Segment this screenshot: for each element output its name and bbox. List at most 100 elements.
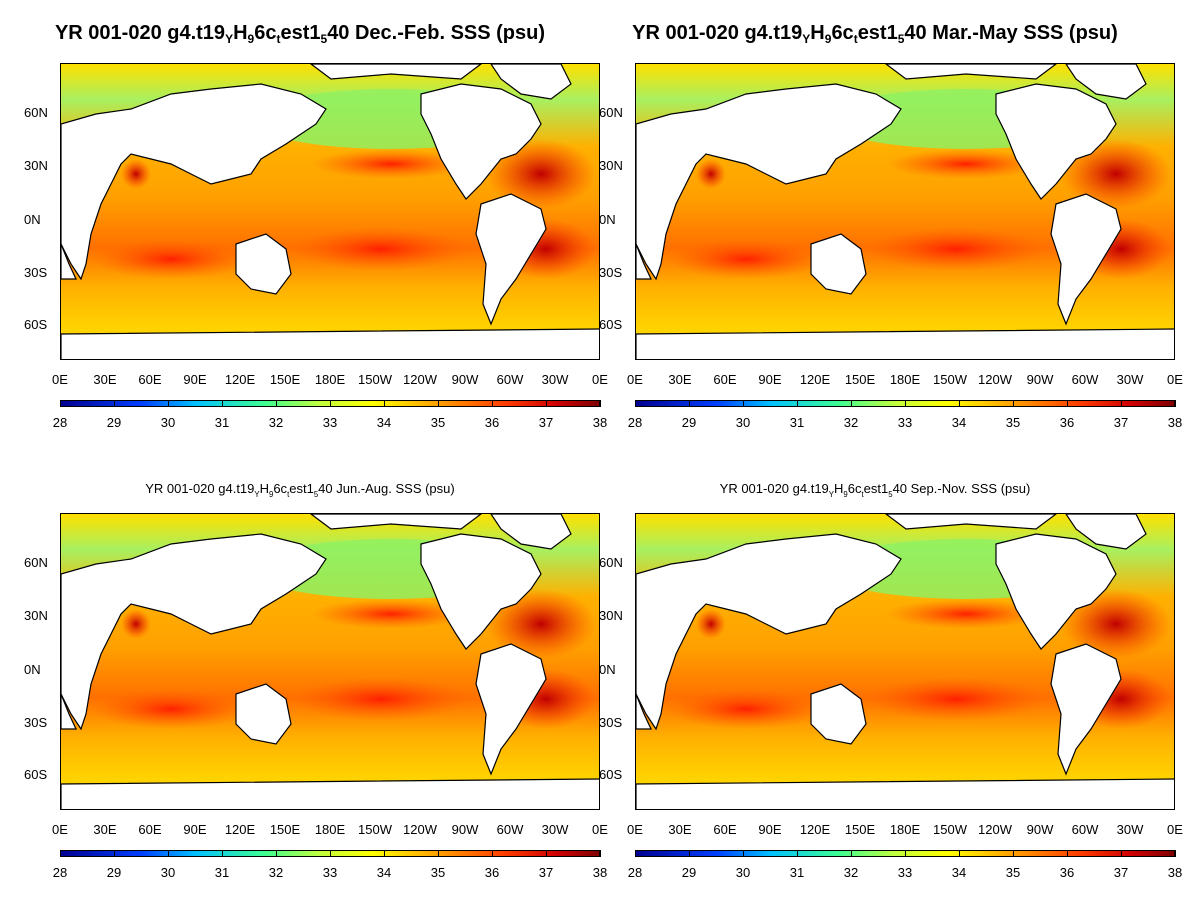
lat-label: 60S (24, 317, 48, 332)
colorbar-tick (600, 850, 601, 857)
salinity-maximum (121, 609, 151, 639)
colorbar-label: 29 (106, 415, 122, 430)
colorbar-tick (60, 400, 61, 407)
land-mass (636, 693, 652, 730)
land-mass (235, 233, 292, 295)
colorbar-label: 30 (160, 415, 176, 430)
lon-label: 0E (1167, 372, 1183, 387)
lon-label: 180E (889, 822, 921, 837)
lat-label: 0N (599, 662, 616, 677)
land-mass (995, 533, 1117, 650)
salinity-map (635, 513, 1175, 810)
land-mass (61, 328, 599, 359)
colorbar-tick (222, 400, 223, 407)
lon-label: 0E (592, 822, 608, 837)
colorbar-tick (114, 850, 115, 857)
colorbar-label: 37 (1113, 415, 1129, 430)
lon-label: 60E (713, 822, 737, 837)
lon-label: 180E (314, 372, 346, 387)
colorbar-label: 30 (160, 865, 176, 880)
colorbar-tick (600, 400, 601, 407)
colorbar-tick (689, 400, 690, 407)
lon-label: 0E (52, 372, 68, 387)
lon-label: 150E (269, 822, 301, 837)
colorbar-tick (1067, 400, 1068, 407)
colorbar-tick (384, 850, 385, 857)
lat-label: 0N (24, 662, 41, 677)
colorbar-tick (1175, 850, 1176, 857)
salinity-maximum (866, 227, 1046, 271)
lat-label: 30N (24, 158, 48, 173)
salinity-maximum (886, 149, 1046, 179)
lat-label: 60S (599, 767, 623, 782)
colorbar-label: 37 (1113, 865, 1129, 880)
colorbar-label: 34 (951, 415, 967, 430)
lon-label: 0E (52, 822, 68, 837)
land-mass (310, 64, 482, 80)
panel-son: YR 001-020 g4.t19YH96ctest1540 Sep.-Nov.… (575, 450, 1183, 900)
lon-label: 90W (451, 822, 479, 837)
colorbar-label: 31 (214, 415, 230, 430)
panel-mam: YR 001-020 g4.t19YH96ctest1540 Mar.-May … (575, 0, 1183, 450)
land-mass (235, 683, 292, 745)
lon-label: 60W (496, 822, 524, 837)
colorbar-tick (330, 400, 331, 407)
land-mass (475, 193, 547, 326)
salinity-maximum (121, 159, 151, 189)
salinity-maximum (91, 239, 251, 279)
colorbar-tick (222, 850, 223, 857)
lon-label: 180E (314, 822, 346, 837)
lon-label: 90W (1026, 372, 1054, 387)
lon-label: 120W (403, 372, 437, 387)
land-mass (636, 243, 652, 280)
lat-label: 60S (24, 767, 48, 782)
colorbar-label: 37 (538, 865, 554, 880)
colorbar-label: 31 (214, 865, 230, 880)
lat-label: 30S (24, 265, 48, 280)
salinity-maximum (886, 599, 1046, 629)
colorbar-label: 36 (484, 865, 500, 880)
colorbar-tick (959, 850, 960, 857)
land-mass (61, 83, 327, 281)
colorbar-tick (438, 850, 439, 857)
land-mass (636, 778, 1174, 809)
colorbar-tick (438, 400, 439, 407)
colorbar-label: 33 (322, 865, 338, 880)
lon-label: 0E (1167, 822, 1183, 837)
land-mass (636, 533, 902, 731)
lon-label: 150E (844, 822, 876, 837)
lon-label: 60W (1071, 822, 1099, 837)
colorbar-label: 32 (268, 865, 284, 880)
lon-label: 30E (668, 372, 692, 387)
lon-label: 150W (358, 822, 392, 837)
lon-label: 120E (224, 372, 256, 387)
land-mass (1065, 514, 1147, 550)
colorbar-label: 36 (1059, 415, 1075, 430)
land-mass (61, 778, 599, 809)
colorbar-label: 33 (897, 415, 913, 430)
panel-jja: YR 001-020 g4.t19YH96ctest1540 Jun.-Aug.… (0, 450, 608, 900)
colorbar-tick (689, 850, 690, 857)
colorbar-label: 29 (681, 865, 697, 880)
colorbar-label: 32 (268, 415, 284, 430)
colorbar-label: 38 (592, 415, 608, 430)
salinity-maximum (696, 159, 726, 189)
salinity-maximum (291, 227, 471, 271)
colorbar-label: 35 (1005, 415, 1021, 430)
colorbar-tick (1121, 850, 1122, 857)
salinity-maximum (311, 149, 471, 179)
colorbar-tick (492, 850, 493, 857)
lon-label: 120W (978, 372, 1012, 387)
land-mass (885, 514, 1057, 530)
colorbar-tick (114, 400, 115, 407)
lon-label: 30W (541, 372, 569, 387)
land-mass (310, 514, 482, 530)
land-mass (61, 243, 77, 280)
colorbar-label: 36 (1059, 865, 1075, 880)
lon-label: 30E (668, 822, 692, 837)
salinity-map (60, 513, 600, 810)
land-mass (1050, 643, 1122, 776)
colorbar-label: 28 (627, 865, 643, 880)
colorbar-label: 35 (430, 415, 446, 430)
lon-label: 120E (224, 822, 256, 837)
